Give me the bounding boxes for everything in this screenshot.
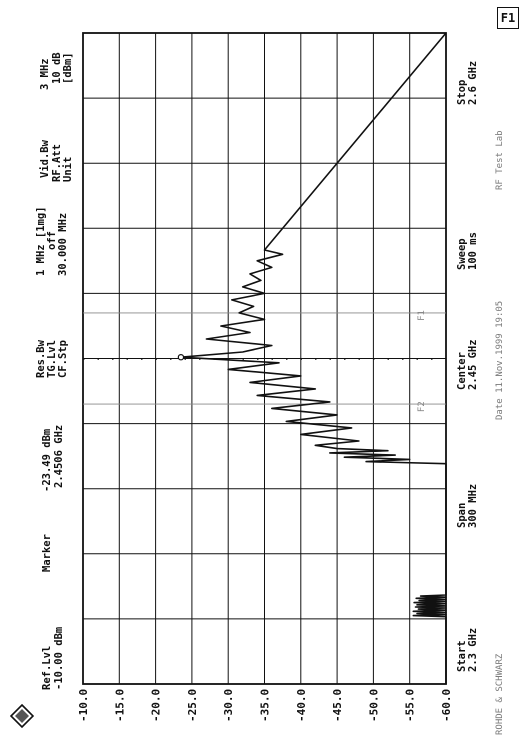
y-tick-label: -25.0: [186, 689, 199, 722]
y-tick-label: -60.0: [440, 689, 453, 722]
marker-point: [177, 353, 185, 361]
footer-info-1: Date 11.Nov.1999 19:05: [495, 300, 505, 420]
span-value: 300 MHz: [467, 483, 479, 528]
y-tick-label: -20.0: [150, 689, 163, 722]
cf-stp-label: CF.Stp: [57, 340, 69, 378]
cf-stp-value: 30.000 MHz: [57, 212, 69, 276]
trace: [177, 32, 447, 684]
ref-level-label: Ref.Lvl: [41, 645, 53, 690]
y-tick-label: -10.0: [77, 689, 90, 722]
trace-line: [180, 32, 447, 684]
rs-logo-icon: [10, 704, 34, 728]
corner-box: F1: [497, 7, 519, 29]
unit-value: [dBm]: [62, 52, 74, 84]
y-tick-label: -55.0: [404, 689, 417, 722]
vid-bw-label: Vid.Bw: [39, 140, 51, 178]
y-tick-label: -40.0: [295, 689, 308, 722]
marker-value: -23.49 dBm: [41, 428, 53, 492]
y-tick-label: -35.0: [259, 689, 272, 722]
stop-value: 2.6 GHz: [467, 60, 479, 105]
sweep-value: 100 ms: [467, 232, 479, 270]
y-tick-labels: -10.0 -15.0 -20.0 -25.0 -30.0 -35.0 -40.0 -45.0…: [77, 689, 453, 722]
y-tick-label: -50.0: [367, 689, 380, 722]
marker-line-label: F1: [417, 310, 427, 321]
y-tick-label: -45.0: [331, 689, 344, 722]
marker-freq: 2.4506 GHz: [53, 424, 65, 488]
vid-bw-value: 3 MHz: [39, 58, 51, 90]
marker-lines: F2 F1: [83, 310, 446, 412]
unit-label: Unit: [62, 156, 74, 182]
grid: [82, 32, 447, 685]
ref-level-value: -10.00 dBm: [53, 626, 65, 690]
center-value: 2.45 GHz: [467, 339, 479, 390]
marker-line-label: F2: [417, 401, 427, 412]
y-tick-label: -15.0: [113, 689, 126, 722]
marker-label: Marker: [41, 534, 53, 572]
footer-brand: ROHDE & SCHWARZ: [495, 653, 505, 735]
footer-info-2: RF Test Lab: [495, 130, 505, 190]
y-tick-label: -30.0: [222, 689, 235, 722]
start-value: 2.3 GHz: [467, 627, 479, 672]
